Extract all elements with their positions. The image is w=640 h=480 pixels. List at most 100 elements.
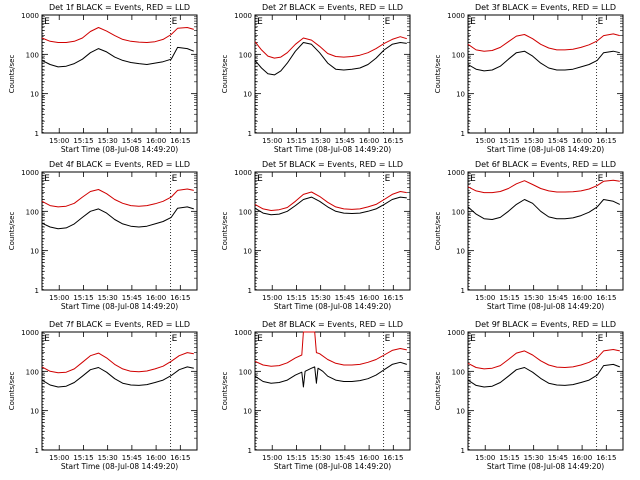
series-line-lld [41,188,194,208]
plot-frame [41,331,198,451]
series-line-events [254,361,407,388]
detector-panel-3: Det 3f BLACK = Events, RED = LLD 1 10 100 10… [434,3,624,154]
y-tick-label: 1000 [447,329,465,337]
y-tick-label: 100 [452,51,465,59]
x-tick-label: 15:00 [262,294,282,302]
y-tick-label: 10 [243,408,252,416]
y-axis-label: Counts/sec [434,55,442,94]
x-tick-label: 16:00 [359,137,379,145]
x-axis-label: Start Time (08-Jul-08 14:49:20) [274,302,391,311]
event-marker-label: E [598,17,604,27]
y-tick-label: 1000 [447,169,465,177]
event-marker-label: E [257,334,263,344]
series-line-events [467,199,621,220]
x-tick-label: 15:00 [49,137,69,145]
x-tick-label: 15:45 [122,137,142,145]
x-tick-label: 15:15 [499,294,519,302]
series-line-lld [467,179,620,194]
y-tick-label: 100 [239,368,252,376]
x-tick-label: 15:30 [524,137,544,145]
series-line-events [467,363,620,388]
x-tick-label: 15:45 [548,137,568,145]
y-axis-label: Counts/sec [8,55,16,94]
x-tick-label: 15:15 [73,454,93,462]
y-tick-label: 10 [456,408,465,416]
x-tick-label: 15:15 [286,294,306,302]
x-tick-label: 15:00 [262,454,282,462]
x-axis-label: Start Time (08-Jul-08 14:49:20) [274,462,391,471]
x-tick-label: 15:00 [475,454,495,462]
series-line-lld [41,27,194,43]
panel-title: Det 2f BLACK = Events, RED = LLD [262,3,403,12]
y-tick-label: 1000 [21,169,39,177]
detector-panel-4: Det 4f BLACK = Events, RED = LLD 1 10 100 10… [8,160,198,311]
x-tick-label: 16:00 [359,454,379,462]
plot-frame [41,171,198,291]
panel-title: Det 6f BLACK = Events, RED = LLD [475,160,616,169]
x-tick-label: 15:15 [73,137,93,145]
panel-title: Det 4f BLACK = Events, RED = LLD [49,160,190,169]
y-axis-label: Counts/sec [8,212,16,251]
event-marker-label: E [172,17,178,27]
y-tick-label: 1000 [234,169,252,177]
event-marker-label: E [470,17,476,27]
y-tick-label: 10 [30,248,39,256]
y-tick-label: 1000 [21,12,39,20]
series-line-lld [254,36,407,59]
event-marker-label: E [385,334,391,344]
y-axis-label: Counts/sec [221,55,229,94]
x-tick-label: 16:15 [170,454,190,462]
x-tick-label: 15:15 [73,294,93,302]
x-tick-label: 16:00 [146,137,166,145]
y-tick-label: 1 [461,447,465,455]
event-marker-label: E [470,174,476,184]
x-tick-label: 15:15 [499,137,519,145]
x-tick-label: 15:15 [286,137,306,145]
x-tick-label: 16:15 [383,137,403,145]
x-tick-label: 16:15 [596,454,616,462]
event-marker-label: E [172,174,178,184]
y-tick-label: 1000 [447,12,465,20]
series-line-events [254,42,407,76]
y-tick-label: 100 [26,51,39,59]
x-tick-label: 16:00 [572,294,592,302]
x-tick-label: 15:30 [524,294,544,302]
x-tick-label: 15:45 [122,454,142,462]
x-tick-label: 15:00 [475,294,495,302]
x-tick-label: 15:30 [98,294,118,302]
y-tick-label: 10 [30,91,39,99]
x-tick-label: 16:00 [146,454,166,462]
x-tick-label: 16:15 [170,294,190,302]
series-line-events [41,46,194,68]
series-line-lld [254,191,407,211]
detector-panel-8: Det 8f BLACK = Events, RED = LLD 1 10 100 10… [221,320,411,471]
series-line-lld [467,349,620,370]
x-tick-label: 15:30 [311,294,331,302]
x-tick-label: 15:00 [49,454,69,462]
y-tick-label: 1 [35,447,39,455]
panel-title: Det 9f BLACK = Events, RED = LLD [475,320,616,329]
x-tick-label: 15:00 [262,137,282,145]
detector-panel-1: Det 1f BLACK = Events, RED = LLD 1 10 100 10… [8,3,198,154]
y-tick-label: 10 [456,91,465,99]
x-tick-label: 15:30 [311,137,331,145]
x-tick-label: 15:45 [335,294,355,302]
y-tick-label: 100 [452,368,465,376]
x-tick-label: 15:45 [335,137,355,145]
y-tick-label: 10 [30,408,39,416]
x-tick-label: 16:00 [146,294,166,302]
event-marker-label: E [44,174,50,184]
y-axis-label: Counts/sec [8,372,16,411]
series-line-events [254,196,407,216]
event-marker-label: E [44,17,50,27]
x-tick-label: 15:00 [475,137,495,145]
event-marker-label: E [598,174,604,184]
series-line-events [467,50,620,72]
x-tick-label: 15:30 [311,454,331,462]
x-tick-label: 15:45 [548,294,568,302]
x-tick-label: 16:15 [383,294,403,302]
y-tick-label: 100 [26,368,39,376]
panel-title: Det 1f BLACK = Events, RED = LLD [49,3,190,12]
x-tick-label: 16:00 [359,294,379,302]
